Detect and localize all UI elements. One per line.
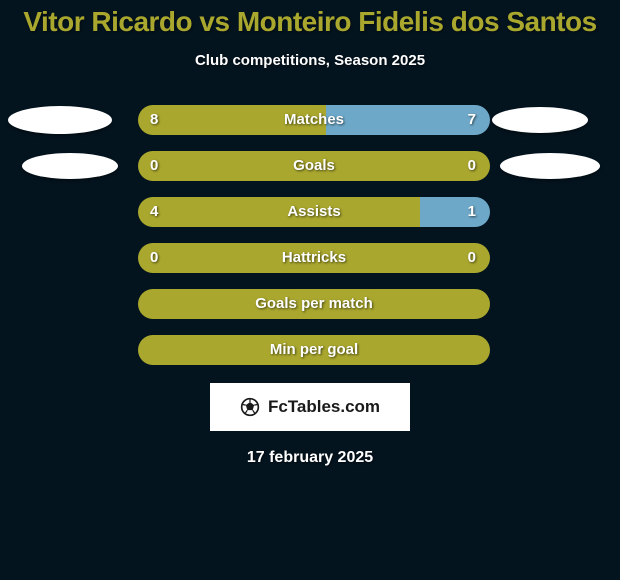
bar-track <box>138 151 490 181</box>
stat-value-right: 7 <box>468 105 476 135</box>
team-badge-right <box>492 107 588 133</box>
bar-left <box>138 105 326 135</box>
source-badge-text: FcTables.com <box>268 397 380 417</box>
stat-row: Min per goal <box>0 335 620 365</box>
stat-value-right: 0 <box>468 243 476 273</box>
date-label: 17 february 2025 <box>0 449 620 467</box>
subtitle: Club competitions, Season 2025 <box>0 52 620 69</box>
stat-value-left: 8 <box>150 105 158 135</box>
stat-value-left: 4 <box>150 197 158 227</box>
stat-row: Assists41 <box>0 197 620 227</box>
bar-track <box>138 197 490 227</box>
soccer-ball-icon <box>240 397 260 417</box>
stat-value-left: 0 <box>150 243 158 273</box>
source-badge: FcTables.com <box>210 383 410 431</box>
bar-track <box>138 335 490 365</box>
stat-value-right: 0 <box>468 151 476 181</box>
stat-value-right: 1 <box>468 197 476 227</box>
bar-right <box>326 105 490 135</box>
team-badge-left <box>22 153 118 179</box>
bar-track <box>138 105 490 135</box>
bar-track <box>138 243 490 273</box>
stat-row: Goals per match <box>0 289 620 319</box>
bar-left <box>138 197 420 227</box>
bar-track <box>138 289 490 319</box>
team-badge-left <box>8 106 112 134</box>
comparison-chart: Matches87Goals00Assists41Hattricks00Goal… <box>0 105 620 365</box>
stat-row: Hattricks00 <box>0 243 620 273</box>
bar-right <box>420 197 490 227</box>
stat-value-left: 0 <box>150 151 158 181</box>
team-badge-right <box>500 153 600 179</box>
page-title: Vitor Ricardo vs Monteiro Fidelis dos Sa… <box>0 0 620 38</box>
